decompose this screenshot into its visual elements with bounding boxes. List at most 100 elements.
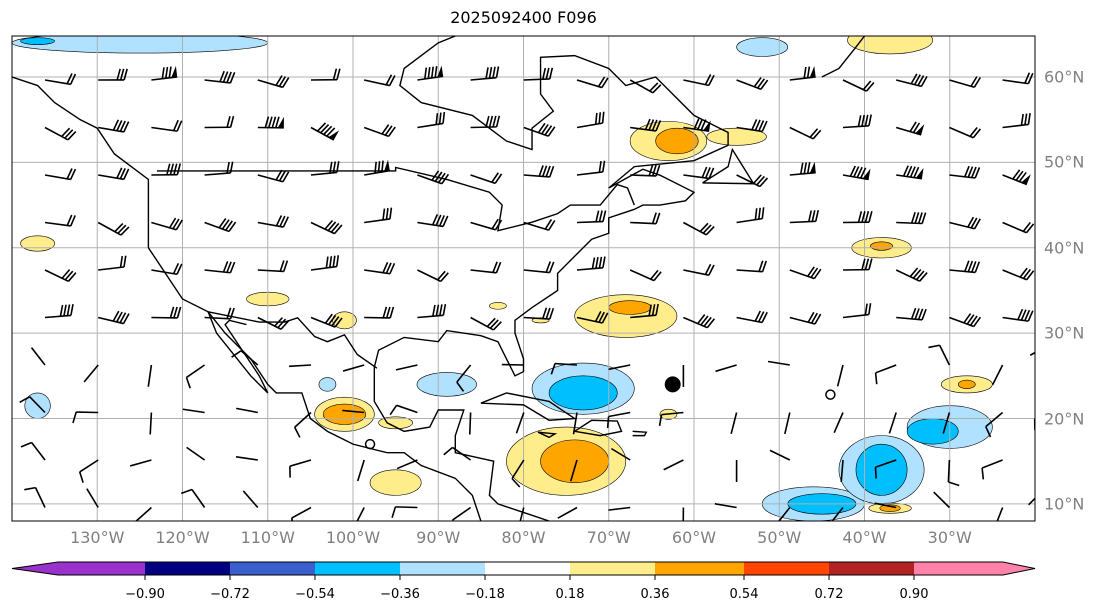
wind-barb [204, 70, 236, 84]
wind-barb [443, 446, 472, 461]
colorbar-tick-label: 0.54 [729, 587, 759, 602]
wind-barb [736, 77, 769, 91]
wind-barb [98, 310, 130, 325]
wind-barb [784, 412, 791, 435]
wind-barb [610, 447, 631, 461]
latitude-label: 50°N [1044, 152, 1085, 172]
gridlines [12, 36, 1035, 521]
wind-barb [511, 459, 525, 488]
longitude-label: 90°W [416, 528, 461, 547]
wind-barb [470, 316, 502, 331]
wind-barb [257, 260, 289, 273]
wind-barb [842, 165, 871, 181]
wind-barb [389, 404, 418, 416]
coastline [821, 36, 866, 78]
wind-barb [1002, 221, 1035, 234]
longitude-label: 40°W [842, 528, 887, 547]
wind-barb [576, 256, 606, 271]
wind-barb [151, 306, 182, 319]
wind-barb [523, 165, 555, 178]
wind-barb [789, 65, 816, 81]
wind-barb [129, 459, 152, 467]
wind-barb [151, 119, 183, 132]
wind-barb [949, 260, 981, 274]
wind-barb [470, 261, 502, 274]
wind-barb [933, 491, 950, 509]
longitude-label: 120°W [155, 528, 210, 547]
coastlines [12, 36, 866, 521]
wind-barb [608, 506, 631, 511]
wind-barb [151, 65, 178, 81]
colorbar-tick-label: −0.18 [465, 587, 505, 602]
wind-barb [736, 260, 768, 273]
wind-barb [151, 163, 182, 176]
wind-barb [569, 459, 578, 482]
wind-barb [683, 314, 716, 329]
wind-barb [789, 161, 816, 176]
wind-barb [985, 411, 1004, 438]
wind-barb [730, 412, 738, 435]
colorbar-segment [829, 562, 914, 575]
wind-barb [842, 79, 875, 92]
coastline [574, 419, 623, 437]
anomaly-region [378, 416, 413, 430]
colorbar-segment [145, 562, 230, 575]
wind-barb [576, 76, 609, 89]
colorbar-segment [485, 562, 570, 575]
wind-barb [182, 408, 205, 414]
wind-barb [235, 455, 258, 461]
colorbar-tick-label: −0.36 [380, 587, 420, 602]
wind-barb [98, 119, 130, 133]
wind-barb [630, 118, 662, 132]
wind-barb [767, 360, 790, 366]
wind-barb [942, 412, 951, 434]
wind-barb [356, 459, 365, 482]
wind-barb [715, 364, 737, 373]
wind-barb [30, 347, 46, 366]
anomaly-region [906, 418, 959, 445]
wind-barb [86, 488, 99, 508]
wind-barb [769, 449, 791, 461]
anomaly-region [608, 300, 652, 315]
wind-barb [417, 170, 450, 185]
coastline [207, 311, 269, 394]
colorbar [11, 561, 1036, 580]
wind-barb [888, 412, 897, 434]
wind-barb [840, 459, 844, 482]
wind-barb [523, 219, 556, 231]
wind-barb [896, 211, 927, 225]
wind-barb [470, 66, 500, 81]
wind-barb [895, 267, 928, 282]
wind-barb [310, 255, 340, 271]
anomaly-region [318, 377, 337, 392]
wind-barb [895, 121, 925, 136]
wind-barb [24, 486, 46, 508]
wind-barb [257, 215, 290, 228]
wind-barb [1055, 256, 1085, 270]
wind-barb [204, 261, 236, 274]
wind-barb [468, 412, 472, 435]
anomaly-region [369, 469, 422, 496]
wind-barb [149, 412, 153, 435]
wind-barb [151, 217, 183, 231]
wind-barb [842, 210, 873, 224]
wind-barb [72, 411, 99, 424]
colorbar-segment [744, 562, 829, 575]
wind-barb [417, 65, 444, 81]
map-title: 2025092400 F096 [450, 8, 597, 27]
wind-barb [576, 111, 605, 129]
wind-barb [456, 364, 472, 392]
wind-barb [1056, 307, 1086, 322]
wind-barb [928, 344, 951, 366]
longitude-label: 130°W [70, 528, 125, 547]
weather-map [11, 35, 1086, 522]
latitude-label: 30°N [1044, 323, 1085, 343]
coastline [373, 36, 729, 521]
wind-barb [470, 218, 503, 231]
wind-barb [98, 68, 128, 81]
colorbar-tick-label: −0.72 [210, 587, 250, 602]
wind-barb [396, 459, 418, 470]
wind-barb [949, 313, 982, 328]
wind-barb [185, 364, 206, 389]
wind-barb [342, 364, 365, 372]
